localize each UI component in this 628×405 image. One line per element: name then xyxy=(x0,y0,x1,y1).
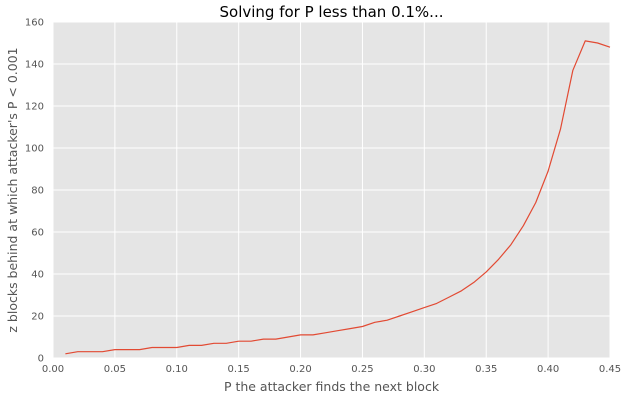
x-tick-label: 0.35 xyxy=(475,364,497,375)
y-tick-label: 60 xyxy=(31,228,44,239)
x-tick-label: 0.25 xyxy=(351,364,373,375)
y-tick-label: 0 xyxy=(38,354,44,365)
x-tick-label: 0.10 xyxy=(166,364,188,375)
y-tick-label: 20 xyxy=(31,312,44,323)
x-tick-label: 0.40 xyxy=(537,364,559,375)
y-tick-label: 80 xyxy=(31,186,44,197)
y-tick-label: 140 xyxy=(25,60,44,71)
x-tick-label: 0.45 xyxy=(599,364,621,375)
y-tick-label: 160 xyxy=(25,18,44,29)
x-tick-label: 0.30 xyxy=(413,364,435,375)
series-line xyxy=(65,40,611,355)
x-tick-label: 0.00 xyxy=(42,364,64,375)
x-tick-label: 0.15 xyxy=(228,364,250,375)
tick-labels: 0.00 0.05 0.10 0.15 0.20 0.25 0.30 0.35 0.40 0.45… xyxy=(25,18,621,376)
x-axis-label: P the attacker finds the next block xyxy=(224,379,440,394)
series-layer xyxy=(65,40,611,355)
y-tick-label: 100 xyxy=(25,144,44,155)
grid-lines xyxy=(52,21,611,359)
x-tick-label: 0.05 xyxy=(104,364,126,375)
y-tick-label: 40 xyxy=(31,270,44,281)
x-tick-label: 0.20 xyxy=(289,364,311,375)
y-axis-label: z blocks behind at which attacker's P < … xyxy=(5,47,20,332)
y-tick-label: 120 xyxy=(25,102,44,113)
chart-title: Solving for P less than 0.1%... xyxy=(220,3,444,21)
